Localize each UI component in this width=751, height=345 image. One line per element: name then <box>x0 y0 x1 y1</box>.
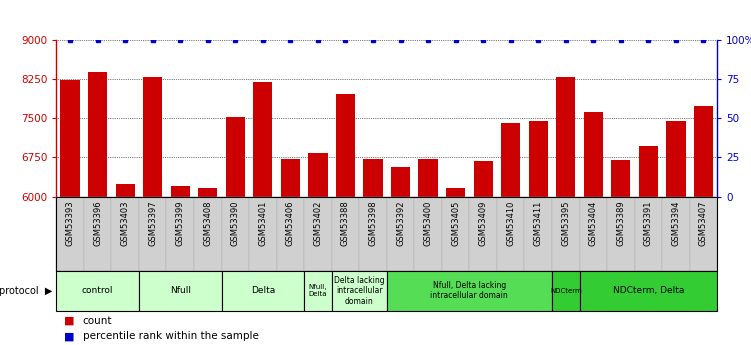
Text: GSM53391: GSM53391 <box>644 200 653 246</box>
Bar <box>611 160 630 345</box>
Text: Nfull: Nfull <box>170 286 191 295</box>
Bar <box>635 197 662 271</box>
Bar <box>666 121 686 345</box>
Bar <box>580 197 607 271</box>
Text: Delta: Delta <box>251 286 275 295</box>
Bar <box>387 197 415 271</box>
Text: Nfull,
Delta: Nfull, Delta <box>309 284 327 297</box>
Bar <box>552 197 580 271</box>
Text: GSM53401: GSM53401 <box>258 200 267 246</box>
Bar <box>56 197 84 271</box>
Text: GSM53406: GSM53406 <box>286 200 295 246</box>
Bar <box>418 159 438 345</box>
Bar <box>584 112 603 345</box>
Text: control: control <box>82 286 113 295</box>
Bar <box>446 188 465 345</box>
Bar <box>249 197 276 271</box>
Text: protocol  ▶: protocol ▶ <box>0 286 53 296</box>
Bar <box>253 81 273 345</box>
Bar <box>198 188 218 345</box>
Bar <box>469 197 497 271</box>
Text: Nfull, Delta lacking
intracellular domain: Nfull, Delta lacking intracellular domai… <box>430 281 508 300</box>
Text: GSM53404: GSM53404 <box>589 200 598 246</box>
Text: GSM53398: GSM53398 <box>369 200 378 246</box>
Text: GSM53403: GSM53403 <box>121 200 130 246</box>
Bar <box>524 197 552 271</box>
Text: GSM53395: GSM53395 <box>561 200 570 246</box>
Bar <box>332 197 359 271</box>
Bar <box>689 197 717 271</box>
Text: GSM53407: GSM53407 <box>699 200 708 246</box>
Bar <box>387 271 552 310</box>
Bar <box>415 197 442 271</box>
Text: GSM53388: GSM53388 <box>341 200 350 246</box>
Bar <box>281 159 300 345</box>
Text: GSM53390: GSM53390 <box>231 200 240 246</box>
Bar <box>56 271 139 310</box>
Bar <box>529 121 547 345</box>
Bar <box>170 186 190 345</box>
Text: GSM53393: GSM53393 <box>65 200 74 246</box>
Bar <box>497 197 524 271</box>
Text: GSM53411: GSM53411 <box>534 200 543 246</box>
Bar <box>556 77 575 345</box>
Bar <box>501 123 520 345</box>
Bar <box>552 271 580 310</box>
Text: NDCterm: NDCterm <box>550 288 581 294</box>
Bar <box>60 80 80 345</box>
Bar <box>391 167 410 345</box>
Bar <box>139 197 167 271</box>
Bar <box>308 153 327 345</box>
Text: GSM53402: GSM53402 <box>313 200 322 246</box>
Bar <box>442 197 469 271</box>
Text: GSM53400: GSM53400 <box>424 200 433 246</box>
Bar <box>222 271 304 310</box>
Bar <box>580 271 717 310</box>
Bar <box>116 184 135 345</box>
Text: GSM53405: GSM53405 <box>451 200 460 246</box>
Text: GSM53410: GSM53410 <box>506 200 515 246</box>
Bar <box>276 197 304 271</box>
Bar <box>111 197 139 271</box>
Text: GSM53408: GSM53408 <box>204 200 213 246</box>
Bar <box>336 94 355 345</box>
Bar <box>88 72 107 345</box>
Bar <box>662 197 689 271</box>
Text: percentile rank within the sample: percentile rank within the sample <box>83 332 258 341</box>
Text: GSM53399: GSM53399 <box>176 200 185 246</box>
Bar <box>363 159 383 345</box>
Bar <box>225 117 245 345</box>
Bar <box>474 161 493 345</box>
Text: count: count <box>83 316 112 326</box>
Text: Delta lacking
intracellular
domain: Delta lacking intracellular domain <box>334 276 385 306</box>
Bar <box>694 106 713 345</box>
Bar <box>167 197 194 271</box>
Bar <box>143 77 162 345</box>
Bar <box>222 197 249 271</box>
Bar <box>139 271 222 310</box>
Text: GSM53392: GSM53392 <box>396 200 405 246</box>
Bar <box>638 146 658 345</box>
Text: GSM53389: GSM53389 <box>617 200 626 246</box>
Bar <box>359 197 387 271</box>
Text: NDCterm, Delta: NDCterm, Delta <box>613 286 684 295</box>
Bar <box>332 271 387 310</box>
Text: ■: ■ <box>64 316 74 326</box>
Bar <box>194 197 222 271</box>
Bar <box>304 197 332 271</box>
Bar <box>304 271 332 310</box>
Bar <box>84 197 111 271</box>
Text: GSM53397: GSM53397 <box>148 200 157 246</box>
Text: GSM53409: GSM53409 <box>478 200 487 246</box>
Text: GSM53396: GSM53396 <box>93 200 102 246</box>
Bar <box>607 197 635 271</box>
Text: ■: ■ <box>64 332 74 341</box>
Text: GSM53394: GSM53394 <box>671 200 680 246</box>
